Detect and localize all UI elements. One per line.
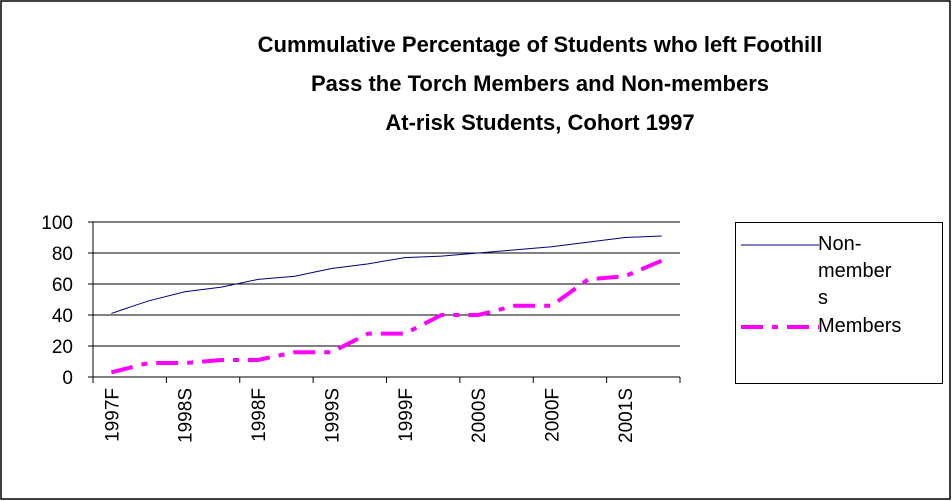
y-tick-label: 0 xyxy=(62,368,73,389)
y-tick-label: 40 xyxy=(52,306,73,327)
y-tick-label: 80 xyxy=(52,244,73,265)
legend: Non-members Members xyxy=(735,222,943,384)
x-tick-label: 1997F xyxy=(102,388,123,442)
legend-swatch xyxy=(741,325,819,329)
x-tick-label: 1998S xyxy=(176,388,197,443)
x-tick-label: 2000F xyxy=(543,388,564,442)
x-tick-label: 2001S xyxy=(616,388,637,443)
x-tick-label: 1998F xyxy=(249,388,270,442)
y-tick-label: 100 xyxy=(41,213,73,234)
legend-swatch xyxy=(741,244,819,246)
chart-title: Cummulative Percentage of Students who l… xyxy=(258,32,823,57)
y-tick-label: 60 xyxy=(52,275,73,296)
chart-title: At-risk Students, Cohort 1997 xyxy=(385,110,694,135)
legend-label: Non-members xyxy=(818,233,892,309)
x-tick-label: 2000S xyxy=(469,388,490,443)
y-tick-label: 20 xyxy=(52,337,73,358)
x-tick-label: 1999S xyxy=(322,388,343,443)
chart-title: Pass the Torch Members and Non-members xyxy=(311,71,769,96)
series-line xyxy=(111,235,662,314)
legend-label: Members xyxy=(818,315,902,337)
x-tick-label: 1999F xyxy=(396,388,417,442)
series-line xyxy=(110,258,663,375)
